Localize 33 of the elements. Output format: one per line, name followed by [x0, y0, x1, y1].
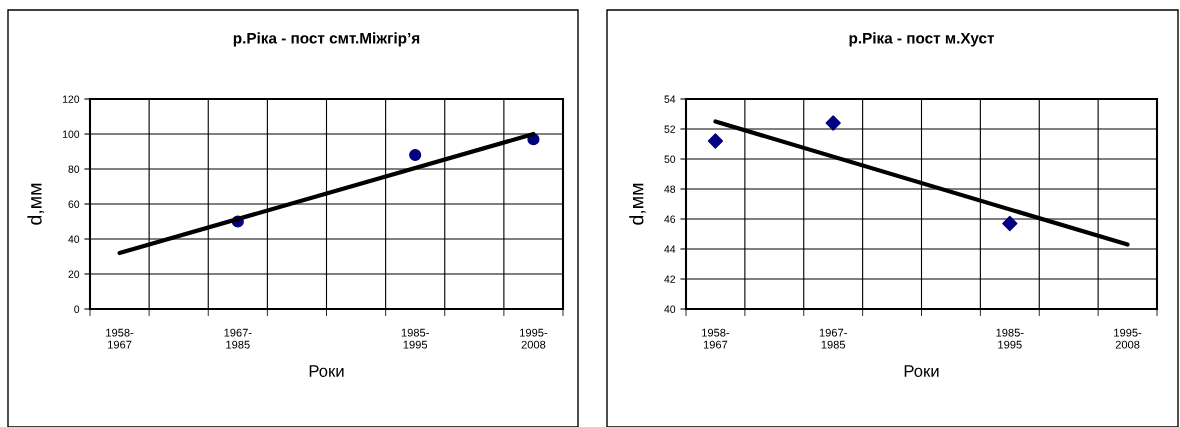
y-tick-label: 20: [68, 270, 80, 278]
point: [409, 148, 422, 162]
x-tick-label: 1958- 1967: [702, 328, 730, 349]
point: [1002, 215, 1018, 232]
x-tick-label: 1995- 2008: [520, 328, 548, 349]
x-tick-label: 1958- 1967: [106, 328, 134, 349]
x-tick-label: 1995- 2008: [1114, 328, 1142, 349]
y-tick-label: 54: [664, 95, 676, 103]
x-tick-label: 1985- 1995: [401, 328, 429, 349]
y-tick-label: 42: [664, 275, 676, 283]
y-tick-label: 40: [68, 235, 80, 243]
point: [707, 133, 724, 149]
x-axis-title: Роки: [904, 365, 939, 377]
y-tick-label: 48: [664, 185, 676, 193]
y-tick-label: 60: [68, 200, 80, 208]
y-tick-label: 44: [664, 245, 676, 253]
x-axis-title: Роки: [309, 365, 344, 377]
chart-title: р.Ріка - пост м.Хуст: [849, 32, 995, 47]
point: [825, 115, 841, 131]
y-tick-label: 52: [664, 125, 676, 133]
y-tick-label: 80: [68, 165, 80, 173]
x-tick-label: 1985- 1995: [996, 328, 1024, 349]
x-tick-label: 1967- 1985: [819, 328, 847, 349]
y-tick-label: 46: [664, 215, 676, 223]
x-tick-label: 1967- 1985: [224, 328, 252, 349]
y-tick-label: 40: [664, 305, 676, 313]
y-tick-label: 50: [664, 155, 676, 163]
y-tick-label: 120: [63, 95, 80, 103]
y-axis-title: d,мм: [27, 183, 44, 225]
y-axis-title: d,мм: [629, 183, 646, 225]
y-tick-label: 100: [63, 130, 80, 138]
y-tick-label: 0: [74, 305, 80, 313]
chart-title: р.Ріка - пост смт.Міжгір’я: [233, 32, 420, 47]
